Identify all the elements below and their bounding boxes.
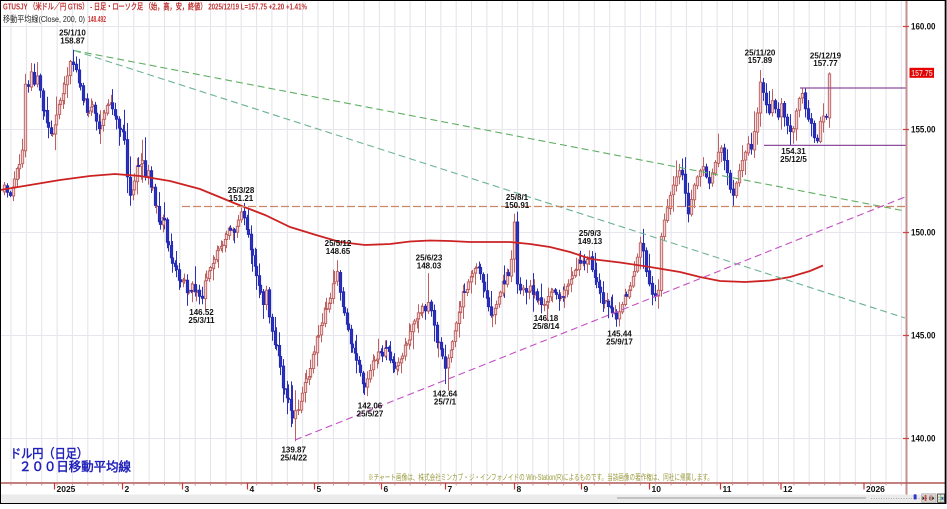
svg-text:25/7/1: 25/7/1 (434, 397, 457, 406)
svg-text:2026: 2026 (866, 484, 885, 494)
svg-text:158.87: 158.87 (60, 36, 85, 45)
svg-text:10: 10 (652, 484, 662, 494)
svg-text:25/1/10: 25/1/10 (59, 29, 86, 38)
svg-text:12: 12 (783, 484, 793, 494)
svg-text:145.44: 145.44 (607, 330, 632, 339)
svg-text:２００日移動平均線: ２００日移動平均線 (19, 459, 131, 474)
svg-text:148.492: 148.492 (88, 14, 106, 24)
svg-text:160.00: 160.00 (911, 22, 936, 32)
svg-text:11: 11 (723, 484, 732, 494)
svg-text:157.75: 157.75 (911, 68, 933, 78)
svg-text:142.06: 142.06 (358, 402, 383, 411)
svg-text:※チャート画像は、株式会社ミンカブ・ジ・インフォノイドの W: ※チャート画像は、株式会社ミンカブ・ジ・インフォノイドの Win-Station… (368, 472, 713, 482)
svg-text:25/11/20: 25/11/20 (745, 49, 776, 58)
svg-text:6: 6 (384, 484, 389, 494)
svg-text:155.00: 155.00 (911, 125, 936, 135)
svg-text:25/3/11: 25/3/11 (188, 316, 215, 325)
svg-text:2025: 2025 (57, 484, 76, 494)
svg-text:150.91: 150.91 (505, 201, 530, 210)
svg-text:4: 4 (250, 484, 255, 494)
svg-text:25/12/19: 25/12/19 (810, 52, 842, 61)
svg-text:7: 7 (448, 484, 453, 494)
svg-text:25/4/22: 25/4/22 (280, 453, 307, 462)
svg-text:25/6/23: 25/6/23 (416, 254, 443, 263)
svg-text:GTUSJY （米ドル／円 GTIS） - 日足・ローソク足: GTUSJY （米ドル／円 GTIS） - 日足・ローソク足 （始，高，安，終値… (3, 2, 307, 12)
svg-text:8: 8 (517, 484, 522, 494)
svg-text:25/9/3: 25/9/3 (579, 229, 602, 238)
svg-text:157.77: 157.77 (813, 59, 838, 68)
svg-text:9: 9 (584, 484, 589, 494)
svg-text:25/8/14: 25/8/14 (533, 322, 560, 331)
svg-text:25/3/28: 25/3/28 (228, 186, 255, 195)
svg-text:146.18: 146.18 (534, 314, 559, 323)
svg-text:142.64: 142.64 (433, 390, 458, 399)
svg-text:25/9/17: 25/9/17 (606, 337, 633, 346)
svg-text:145.00: 145.00 (911, 331, 936, 341)
svg-text:25/8/1: 25/8/1 (506, 193, 529, 202)
svg-text:146.52: 146.52 (189, 308, 214, 317)
svg-text:25/12/5: 25/12/5 (780, 155, 807, 164)
svg-text:25/5/12: 25/5/12 (325, 239, 352, 248)
svg-text:154.31: 154.31 (781, 147, 806, 156)
svg-text:151.21: 151.21 (229, 194, 254, 203)
svg-text:25/5/27: 25/5/27 (357, 409, 384, 418)
svg-text:移動平均線(Close, 200, 0): 移動平均線(Close, 200, 0) (3, 14, 85, 24)
svg-text:5: 5 (317, 484, 322, 494)
svg-text:ドル円（日足）: ドル円（日足） (10, 446, 88, 461)
svg-text:140.00: 140.00 (911, 434, 936, 444)
svg-text:157.89: 157.89 (748, 56, 773, 65)
svg-text:2: 2 (125, 484, 130, 494)
svg-text:150.00: 150.00 (911, 228, 936, 238)
svg-text:139.87: 139.87 (281, 446, 306, 455)
svg-text:148.65: 148.65 (326, 247, 351, 256)
svg-text:149.13: 149.13 (578, 237, 603, 246)
svg-text:3: 3 (185, 484, 190, 494)
svg-text:148.03: 148.03 (417, 261, 442, 270)
